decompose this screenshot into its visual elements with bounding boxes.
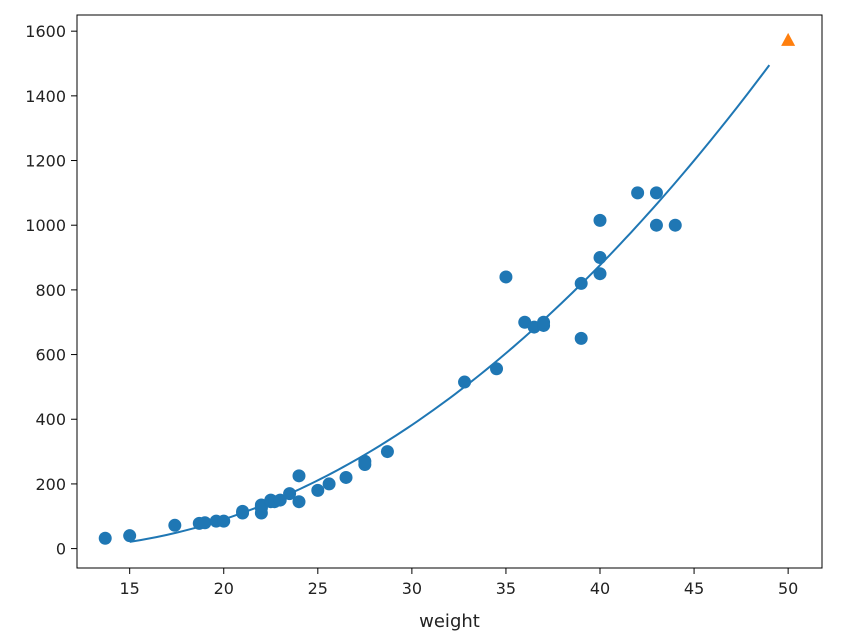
data-point <box>380 445 394 459</box>
data-point <box>593 213 607 227</box>
y-tick-label: 200 <box>35 475 66 494</box>
x-axis-ticks: 15 20 25 30 35 40 45 50 <box>119 568 798 598</box>
data-point <box>458 375 472 389</box>
data-point <box>649 218 663 232</box>
prediction-point <box>781 32 796 46</box>
fit-curve-line <box>129 64 771 543</box>
x-tick-label: 25 <box>308 579 328 598</box>
y-tick-label: 1000 <box>25 216 66 235</box>
data-point <box>217 514 231 528</box>
y-tick-label: 0 <box>56 540 66 559</box>
data-point <box>499 270 513 284</box>
data-point <box>649 186 663 200</box>
x-axis-label: weight <box>419 611 480 632</box>
data-point <box>490 362 504 376</box>
data-point <box>358 454 372 468</box>
data-point <box>292 469 306 483</box>
data-point <box>574 331 588 345</box>
x-tick-label: 20 <box>214 579 234 598</box>
y-tick-label: 600 <box>35 346 66 365</box>
data-point <box>292 495 306 509</box>
data-point <box>198 516 212 530</box>
data-point <box>593 251 607 265</box>
data-point <box>311 483 325 497</box>
y-tick-label: 1400 <box>25 87 66 106</box>
data-point <box>168 518 182 532</box>
y-tick-label: 400 <box>35 410 66 429</box>
x-tick-label: 40 <box>590 579 610 598</box>
data-point <box>98 531 112 545</box>
y-tick-label: 800 <box>35 281 66 300</box>
x-tick-label: 15 <box>119 579 139 598</box>
data-point <box>339 470 353 484</box>
y-tick-label: 1600 <box>25 22 66 41</box>
y-axis-ticks: 0 200 400 600 800 1000 1200 1400 1600 <box>25 22 77 559</box>
data-point <box>537 315 551 329</box>
data-point <box>668 218 682 232</box>
data-point <box>322 477 336 491</box>
data-point <box>631 186 645 200</box>
x-tick-label: 30 <box>402 579 422 598</box>
x-tick-label: 35 <box>496 579 516 598</box>
y-tick-label: 1200 <box>25 152 66 171</box>
data-point <box>593 267 607 281</box>
data-point <box>273 493 287 507</box>
x-tick-label: 45 <box>684 579 704 598</box>
data-point <box>123 529 137 543</box>
plot-area <box>76 14 823 569</box>
data-point <box>574 276 588 290</box>
data-point <box>283 487 297 501</box>
data-point <box>236 504 250 518</box>
x-tick-label: 50 <box>778 579 798 598</box>
data-points <box>98 32 796 545</box>
